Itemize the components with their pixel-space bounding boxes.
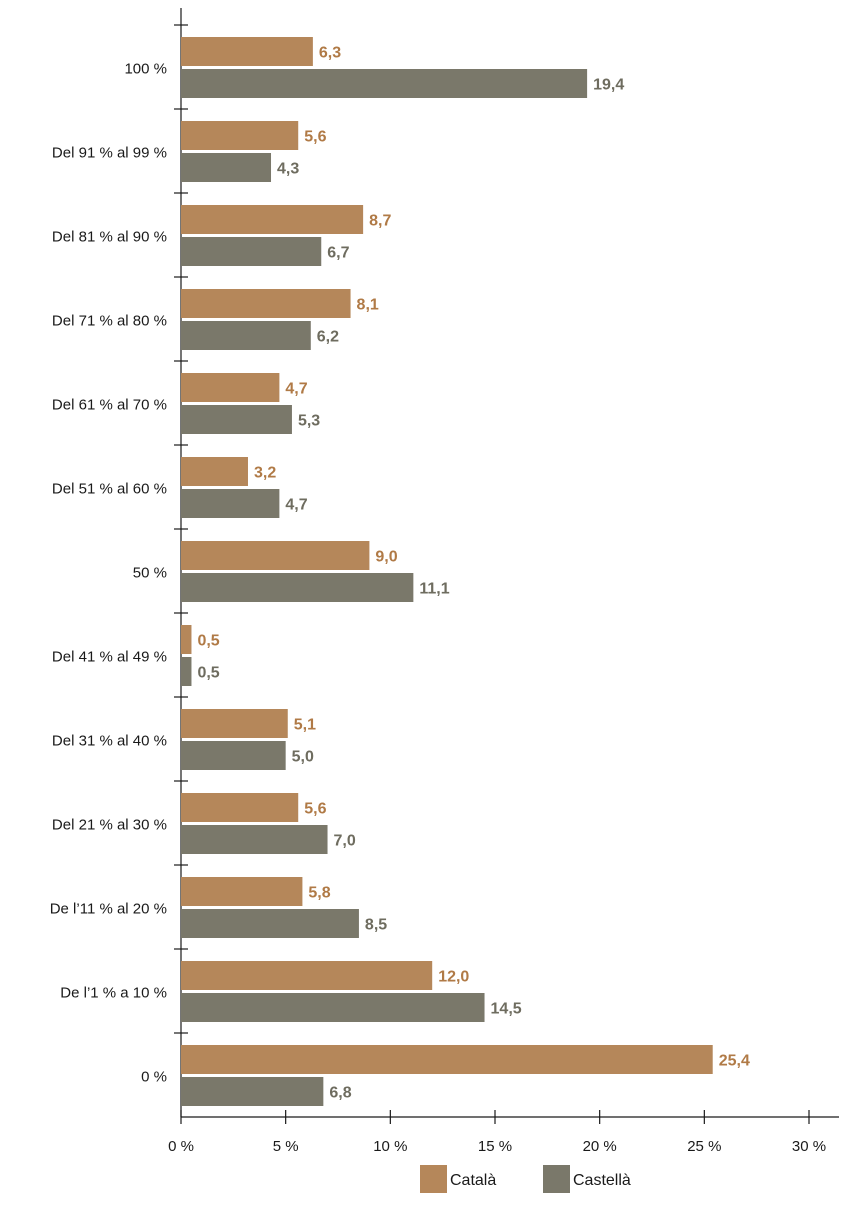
data-label: 9,0 [375, 549, 397, 566]
data-label: 4,3 [277, 161, 299, 178]
bar-castella [181, 69, 588, 98]
data-label: 6,7 [327, 245, 349, 262]
data-label: 6,3 [319, 45, 341, 62]
category-label: Del 21 % al 30 % [52, 817, 167, 834]
bar-castella [181, 405, 292, 434]
bar-catala [181, 877, 303, 906]
category-label: Del 61 % al 70 % [52, 397, 167, 414]
bar-castella [181, 153, 272, 182]
bar-catala [181, 289, 351, 318]
data-label: 0,5 [197, 633, 219, 650]
bar-castella [181, 909, 359, 938]
category-label: 100 % [124, 61, 167, 78]
data-label: 5,0 [292, 749, 314, 766]
data-label: 6,2 [317, 329, 339, 346]
data-label: 14,5 [491, 1001, 522, 1018]
bar-castella [181, 825, 328, 854]
data-label: 5,6 [304, 129, 326, 146]
data-label: 19,4 [593, 77, 624, 94]
bar-catala [181, 121, 299, 150]
category-label: Del 91 % al 99 % [52, 145, 167, 162]
category-label: Del 31 % al 40 % [52, 733, 167, 750]
bar-catala [181, 1045, 713, 1074]
data-label: 5,6 [304, 801, 326, 818]
category-label: De l’11 % al 20 % [50, 901, 167, 918]
x-tick-label: 5 % [273, 1138, 299, 1155]
data-label: 5,1 [294, 717, 316, 734]
bar-castella [181, 489, 280, 518]
data-label: 4,7 [285, 497, 307, 514]
bar-castella [181, 237, 322, 266]
bar-catala [181, 709, 288, 738]
bar-castella [181, 741, 286, 770]
category-label: De l’1 % a 10 % [60, 985, 167, 1002]
category-label: 0 % [141, 1069, 167, 1086]
x-tick-label: 10 % [373, 1138, 407, 1155]
data-label: 5,8 [308, 885, 330, 902]
category-label: Del 81 % al 90 % [52, 229, 167, 246]
data-label: 7,0 [334, 833, 356, 850]
bar-castella [181, 573, 414, 602]
x-tick-label: 20 % [583, 1138, 617, 1155]
data-label: 3,2 [254, 465, 276, 482]
bar-catala [181, 625, 192, 654]
data-label: 8,1 [357, 297, 379, 314]
bar-catala [181, 541, 370, 570]
bar-catala [181, 205, 364, 234]
bar-catala [181, 37, 313, 66]
data-label: 8,7 [369, 213, 391, 230]
legend-swatch-catala [420, 1165, 447, 1193]
category-label: Del 71 % al 80 % [52, 313, 167, 330]
bar-catala [181, 961, 433, 990]
category-label: Del 51 % al 60 % [52, 481, 167, 498]
legend-label: Català [450, 1172, 496, 1189]
x-tick-label: 0 % [168, 1138, 194, 1155]
category-label: 50 % [133, 565, 167, 582]
x-tick-label: 30 % [792, 1138, 826, 1155]
category-label: Del 41 % al 49 % [52, 649, 167, 666]
bar-castella [181, 321, 311, 350]
bar-catala [181, 457, 248, 486]
bar-catala [181, 373, 280, 402]
data-label: 6,8 [329, 1085, 351, 1102]
data-label: 25,4 [719, 1053, 750, 1070]
bar-castella [181, 657, 192, 686]
data-label: 4,7 [285, 381, 307, 398]
bar-castella [181, 993, 485, 1022]
x-tick-label: 25 % [687, 1138, 721, 1155]
bar-catala [181, 793, 299, 822]
data-label: 12,0 [438, 969, 469, 986]
data-label: 8,5 [365, 917, 387, 934]
legend-label: Castellà [573, 1172, 631, 1189]
bar-castella [181, 1077, 324, 1106]
legend-swatch-castella [543, 1165, 570, 1193]
data-label: 0,5 [197, 665, 219, 682]
x-tick-label: 15 % [478, 1138, 512, 1155]
data-label: 5,3 [298, 413, 320, 430]
data-label: 11,1 [419, 581, 449, 598]
